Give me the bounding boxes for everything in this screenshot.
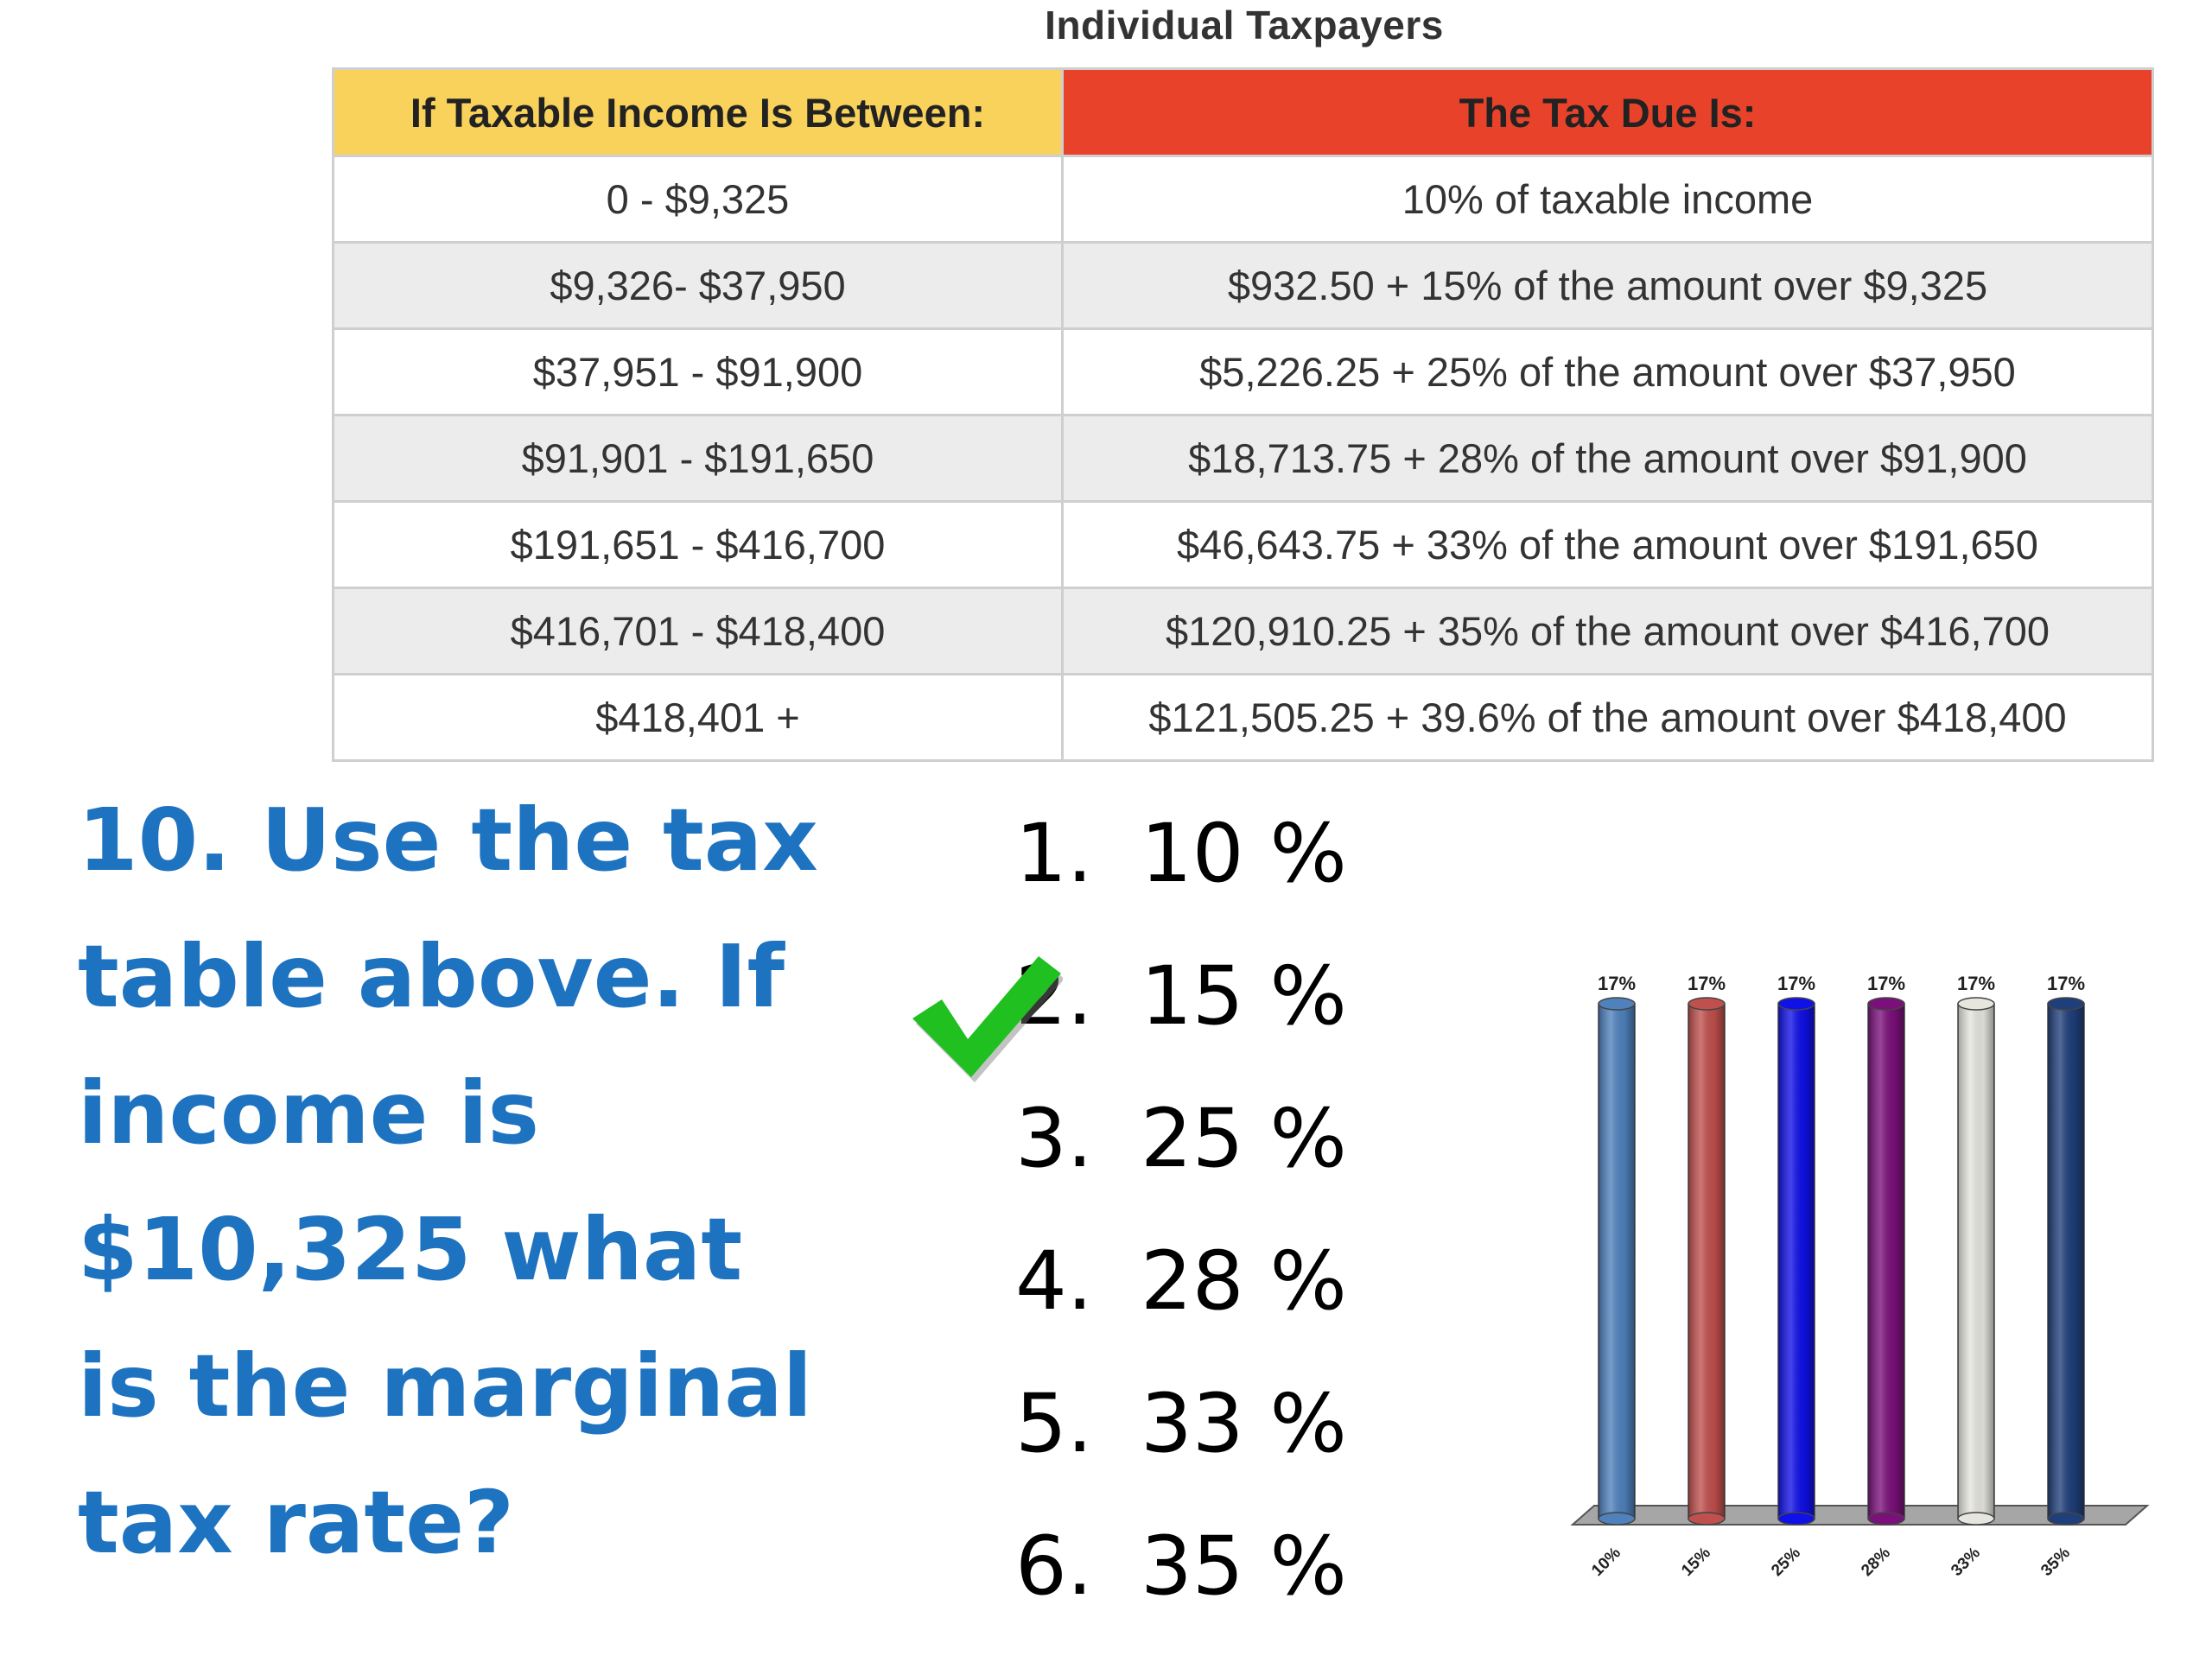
choice-number: 6. [1015,1519,1093,1614]
tax-due-cell: $5,226.25 + 25% of the amount over $37,9… [1061,327,2154,416]
bar-cap [1598,997,1636,1011]
answer-choice-2[interactable]: 2. 15 % [1015,949,1347,1092]
bar-cap [1777,997,1815,1011]
data-label: 17% [1777,973,1815,994]
answer-choice-5[interactable]: 5. 33 % [1015,1377,1347,1519]
table-row: 0 - $9,325 10% of taxable income [332,155,2154,244]
table-row: $418,401 + $121,505.25 + 39.6% of the am… [332,673,2154,762]
bar-cap [1688,997,1726,1011]
x-tick-label: 10% [1588,1544,1624,1580]
bar-shading [1868,1004,1904,1519]
question-line: table above. If [78,926,785,1027]
choice-label: 35 % [1141,1519,1347,1614]
answer-choice-3[interactable]: 3. 25 % [1015,1092,1347,1234]
bar-shading [1778,1004,1815,1519]
tax-due-cell: $18,713.75 + 28% of the amount over $91,… [1061,414,2154,503]
bar-shading [2048,1004,2084,1519]
bar-base [1867,1512,1905,1526]
choice-label: 33 % [1141,1377,1347,1471]
income-range-cell: $37,951 - $91,900 [332,327,1064,416]
choice-label: 15 % [1141,949,1347,1044]
answer-choice-4[interactable]: 4. 28 % [1015,1234,1347,1377]
tax-due-cell: 10% of taxable income [1061,155,2154,244]
tax-table: If Taxable Income Is Between: The Tax Du… [332,67,2154,762]
tax-due-cell: $932.50 + 15% of the amount over $9,325 [1061,241,2154,330]
table-title: Individual Taxpayers [1045,3,1444,48]
chart-bars: 17% 10% 17% 15% 17% 25% 17% 28% 17% 33% 17% 35% [1588,973,2085,1580]
bar-base [1688,1512,1726,1526]
bar-base [1598,1512,1636,1526]
tax-due-cell: $120,910.25 + 35% of the amount over $41… [1061,587,2154,676]
choice-number: 5. [1015,1377,1093,1471]
choice-number: 1. [1015,807,1093,901]
table-header-row: If Taxable Income Is Between: The Tax Du… [332,67,2154,157]
table-row: $37,951 - $91,900 $5,226.25 + 25% of the… [332,327,2154,416]
choice-label: 25 % [1141,1092,1347,1186]
tax-due-header: The Tax Due Is: [1061,67,2154,157]
x-tick-label: 15% [1678,1544,1714,1580]
question-line: 10. Use the tax [78,790,818,891]
question-line: tax rate? [78,1472,515,1573]
tax-due-cell: $121,505.25 + 39.6% of the amount over $… [1061,673,2154,762]
answer-choice-1[interactable]: 1. 10 % [1015,807,1347,949]
response-bar-chart: 17% 10% 17% 15% 17% 25% 17% 28% 17% 33% 17% 35% [1570,973,2150,1580]
choice-label: 10 % [1141,807,1347,901]
income-range-cell: $191,651 - $416,700 [332,500,1064,589]
bar-shading [1599,1004,1635,1519]
income-range-cell: $416,701 - $418,400 [332,587,1064,676]
bar-shading [1688,1004,1725,1519]
x-tick-label: 28% [1858,1544,1894,1580]
bar-shading [1958,1004,1994,1519]
bar-cap [1957,997,1995,1011]
question-line: income is [78,1063,540,1164]
income-range-cell: $418,401 + [332,673,1064,762]
x-tick-label: 35% [2037,1544,2074,1580]
table-row: $416,701 - $418,400 $120,910.25 + 35% of… [332,587,2154,676]
data-label: 17% [1688,973,1726,994]
table-row: $91,901 - $191,650 $18,713.75 + 28% of t… [332,414,2154,503]
bar-base [1957,1512,1995,1526]
income-range-header: If Taxable Income Is Between: [332,67,1064,157]
tax-due-cell: $46,643.75 + 33% of the amount over $191… [1061,500,2154,589]
data-label: 17% [1867,973,1905,994]
choice-number: 4. [1015,1234,1093,1329]
income-range-cell: 0 - $9,325 [332,155,1064,244]
table-row: $9,326- $37,950 $932.50 + 15% of the amo… [332,241,2154,330]
x-tick-label: 33% [1948,1544,1984,1580]
checkmark-icon [912,956,1063,1082]
choice-label: 28 % [1141,1234,1347,1329]
bar-base [2047,1512,2085,1526]
choice-number: 3. [1015,1092,1093,1186]
data-label: 17% [2047,973,2085,994]
question-text: 10. Use the tax table above. If income i… [78,772,855,1591]
data-label: 17% [1957,973,1995,994]
bar-base [1777,1512,1815,1526]
data-label: 17% [1598,973,1636,994]
income-range-cell: $9,326- $37,950 [332,241,1064,330]
answer-choice-6[interactable]: 6. 35 % [1015,1519,1347,1662]
question-line: $10,325 what [78,1199,743,1300]
table-row: $191,651 - $416,700 $46,643.75 + 33% of … [332,500,2154,589]
x-tick-label: 25% [1768,1544,1804,1580]
question-line: is the marginal [78,1335,813,1437]
income-range-cell: $91,901 - $191,650 [332,414,1064,503]
answer-choices: 1. 10 % 2. 15 % 3. 25 % 4. 28 % 5. 33 % 6. 35 … [1015,807,1347,1662]
bar-cap [2047,997,2085,1011]
bar-cap [1867,997,1905,1011]
